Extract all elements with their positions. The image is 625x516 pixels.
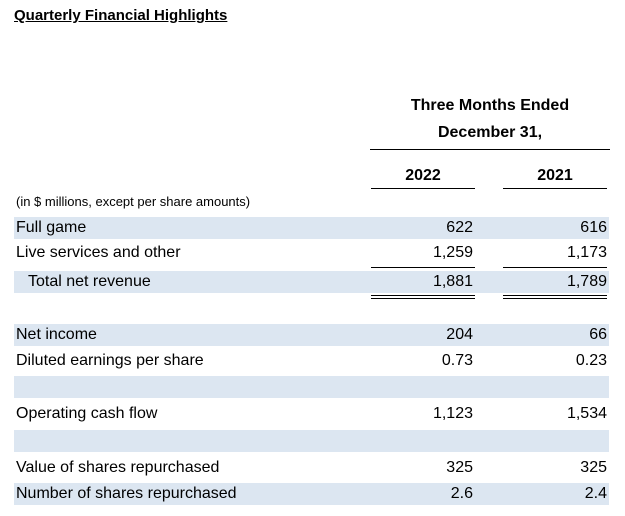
period-header-line1: Three Months Ended: [410, 97, 570, 114]
value-2021: 616: [580, 219, 607, 236]
value-2022: 2.6: [450, 485, 473, 502]
value-2022: 325: [446, 459, 473, 476]
value-2021: 2.4: [584, 485, 607, 502]
value-2021: 1,789: [566, 273, 607, 290]
table-row-diluted-eps: Diluted earnings per share 0.73 0.23: [14, 350, 609, 372]
subtotal-rule-2022: [371, 267, 475, 268]
row-label: Net income: [16, 326, 97, 343]
value-2022: 622: [446, 219, 473, 236]
value-2022: 0.73: [441, 352, 473, 369]
spacer-row: [14, 430, 609, 452]
value-2022: 204: [446, 326, 473, 343]
value-2022: 1,881: [432, 273, 473, 290]
value-2021: 66: [589, 326, 607, 343]
value-2022: 1,259: [432, 244, 473, 261]
page-title: Quarterly Financial Highlights: [14, 7, 228, 24]
column-header-rule-2022: [371, 188, 475, 189]
table-row-value-shares-repurchased: Value of shares repurchased 325 325: [14, 457, 609, 479]
table-row-net-income: Net income 204 66: [14, 324, 609, 346]
row-label: Number of shares repurchased: [16, 485, 237, 502]
value-2021: 0.23: [575, 352, 607, 369]
total-double-rule-2021: [503, 295, 607, 299]
row-label: Full game: [16, 219, 87, 236]
value-2022: 1,123: [432, 405, 473, 422]
period-header-rule: [370, 149, 610, 150]
row-label: Value of shares repurchased: [16, 459, 220, 476]
column-header-2022: 2022: [405, 167, 441, 184]
column-header-2021: 2021: [537, 167, 573, 184]
spacer-row: [14, 376, 609, 398]
row-label: Live services and other: [16, 244, 181, 261]
row-label: Total net revenue: [28, 273, 151, 290]
table-row-number-shares-repurchased: Number of shares repurchased 2.6 2.4: [14, 483, 609, 505]
value-2021: 1,534: [566, 405, 607, 422]
units-note: (in $ millions, except per share amounts…: [16, 194, 251, 209]
period-header-line2: December 31,: [437, 124, 543, 141]
row-label: Diluted earnings per share: [16, 352, 204, 369]
table-row-total-net-revenue: Total net revenue 1,881 1,789: [14, 271, 609, 293]
value-2021: 1,173: [566, 244, 607, 261]
subtotal-rule-2021: [503, 267, 607, 268]
row-label: Operating cash flow: [16, 405, 158, 422]
table-row-full-game: Full game 622 616: [14, 217, 609, 239]
total-double-rule-2022: [371, 295, 475, 299]
spacer-row: [14, 300, 609, 322]
value-2021: 325: [580, 459, 607, 476]
table-row-operating-cash-flow: Operating cash flow 1,123 1,534: [14, 403, 609, 425]
column-header-rule-2021: [503, 188, 607, 189]
table-row-live-services: Live services and other 1,259 1,173: [14, 242, 609, 264]
